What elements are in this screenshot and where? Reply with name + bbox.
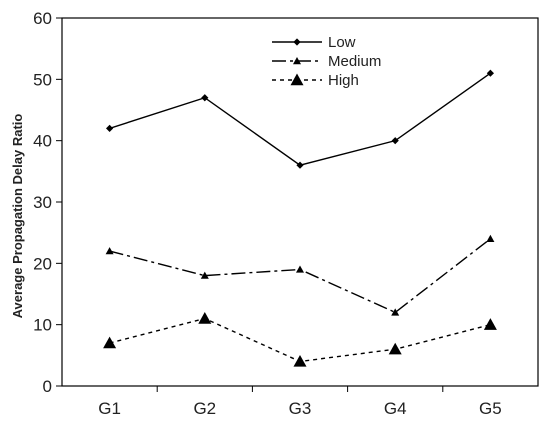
series-line	[109, 238, 491, 314]
legend-label: Medium	[328, 53, 381, 70]
series-line	[109, 72, 491, 166]
y-tick-label: 0	[43, 377, 52, 396]
data-point	[391, 137, 399, 145]
legend-entry: Medium	[272, 53, 381, 70]
data-point	[486, 69, 494, 77]
data-point	[105, 247, 114, 255]
x-tick-label: G5	[479, 399, 502, 418]
legend: Low Medium High	[272, 34, 381, 89]
data-point	[200, 271, 209, 279]
axes: 0 10 20 30 40 50 60 G1 G2 G3 G4 G5	[33, 9, 539, 418]
data-point	[293, 354, 307, 367]
x-tick-label: G2	[193, 399, 216, 418]
series-low	[106, 69, 494, 169]
y-tick-label: 60	[33, 9, 52, 28]
x-tick-label: G4	[384, 399, 407, 418]
data-point	[296, 161, 304, 169]
data-point	[296, 265, 304, 273]
data-point	[106, 124, 114, 132]
data-point	[198, 312, 212, 324]
legend-label: High	[328, 72, 359, 89]
data-point	[391, 308, 400, 316]
legend-marker	[290, 73, 304, 86]
legend-entry: Low	[272, 34, 356, 51]
data-point	[388, 342, 402, 355]
legend-marker	[293, 57, 301, 65]
x-tick-label: G1	[98, 399, 121, 418]
data-point	[103, 336, 117, 349]
data-point	[201, 94, 209, 102]
legend-label: Low	[328, 34, 356, 51]
y-tick-label: 40	[33, 132, 52, 151]
y-tick-label: 10	[33, 316, 52, 335]
y-tick-label: 50	[33, 70, 52, 89]
legend-marker	[293, 38, 301, 46]
y-tick-label: 20	[33, 254, 52, 273]
y-tick-label: 30	[33, 193, 52, 212]
data-point	[483, 318, 497, 330]
legend-entry: High	[272, 72, 359, 89]
data-point	[486, 234, 495, 242]
series-high	[103, 312, 497, 367]
x-tick-label: G3	[289, 399, 312, 418]
plot-frame	[61, 17, 539, 387]
y-axis-title: Average Propagation Delay Ratio	[10, 114, 25, 319]
series-layer	[103, 69, 497, 367]
series-medium	[105, 234, 495, 316]
